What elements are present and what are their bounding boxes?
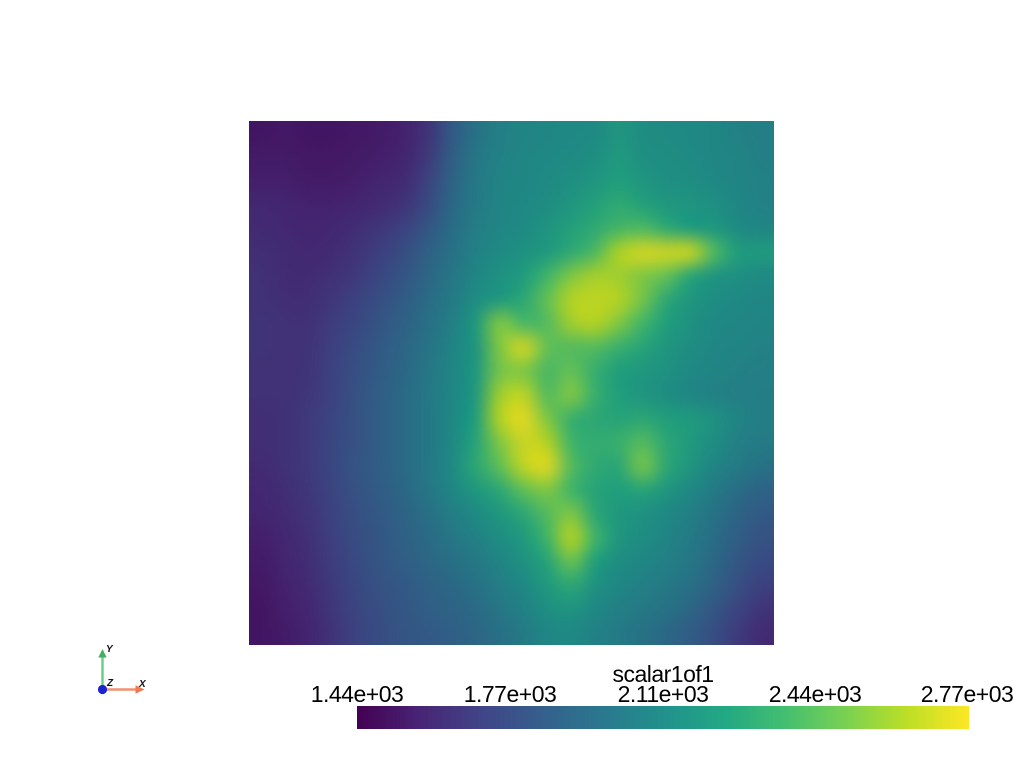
colorbar-tick-label: 2.44e+03	[768, 681, 862, 707]
y-axis-arrow	[98, 649, 107, 690]
colorbar-tick-label: 1.44e+03	[310, 681, 404, 707]
y-axis-label: Y	[106, 644, 114, 655]
colorbar-tick-label: 2.77e+03	[920, 681, 1014, 707]
scalar-field-heatmap	[249, 121, 774, 645]
colorbar-tick-label: 1.77e+03	[463, 681, 557, 707]
orientation-axes-widget: Y Z X	[97, 644, 147, 695]
x-axis-label: X	[138, 679, 147, 690]
colorbar-tick-label: 2.11e+03	[617, 681, 709, 707]
z-axis-label: Z	[106, 678, 114, 689]
colorbar-gradient	[357, 706, 969, 729]
z-axis-dot	[97, 684, 108, 695]
x-axis-arrow	[102, 685, 145, 694]
colorbar-title: scalar1of1	[612, 661, 714, 687]
